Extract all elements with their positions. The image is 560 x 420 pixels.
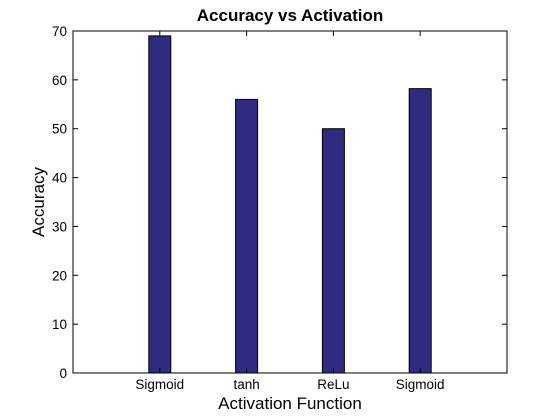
y-tick-label: 70 xyxy=(52,24,67,39)
y-axis-ticks: 0 10 20 30 40 50 60 70 xyxy=(52,24,507,381)
x-axis-label: Activation Function xyxy=(218,394,362,413)
y-tick-label: 20 xyxy=(52,268,67,283)
y-tick-label: 40 xyxy=(52,171,67,186)
bar-2 xyxy=(235,98,259,374)
y-tick-label: 60 xyxy=(52,73,67,88)
x-axis-ticks: Sigmoid tanh ReLu Sigmoid xyxy=(135,31,445,392)
y-tick-label: 30 xyxy=(52,219,67,234)
x-tick-label: tanh xyxy=(233,377,259,392)
bar-4 xyxy=(408,88,432,374)
x-tick-label: ReLu xyxy=(317,377,349,392)
y-axis-label: Accuracy xyxy=(29,167,48,237)
x-tick-label: Sigmoid xyxy=(135,377,184,392)
y-tick-label: 10 xyxy=(52,317,67,332)
bar-3 xyxy=(321,128,345,374)
chart-title: Accuracy vs Activation xyxy=(197,6,383,25)
x-tick-label: Sigmoid xyxy=(396,377,445,392)
y-tick-label: 50 xyxy=(52,122,67,137)
y-tick-label: 0 xyxy=(59,366,67,381)
bars-group xyxy=(148,35,432,374)
bar-1 xyxy=(148,35,172,374)
plot-frame xyxy=(72,30,508,374)
